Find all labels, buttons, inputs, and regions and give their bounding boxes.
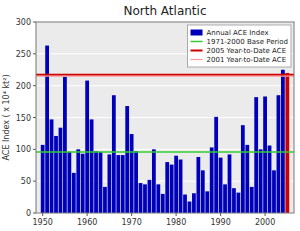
x-tick-label: 1960: [77, 218, 97, 227]
bar: [228, 154, 232, 213]
bar: [165, 162, 169, 213]
bar: [161, 194, 165, 213]
bar: [214, 117, 218, 213]
bar: [108, 154, 112, 213]
bar: [237, 193, 241, 213]
bar: [219, 158, 223, 213]
bar: [63, 77, 67, 213]
bar: [143, 184, 147, 213]
bar: [263, 96, 267, 213]
bar: [272, 170, 276, 213]
plot-background: [36, 22, 294, 213]
bar: [174, 156, 178, 213]
bar: [223, 184, 227, 213]
legend: Annual ACE Index1971-2000 Base Period200…: [188, 25, 291, 67]
bar: [112, 95, 116, 213]
legend-swatch: [191, 30, 203, 36]
bar: [41, 145, 45, 213]
x-tick-label: 1950: [32, 218, 52, 227]
bar: [254, 97, 258, 213]
bar: [170, 165, 174, 213]
bar: [285, 73, 289, 213]
reference-line: [36, 76, 294, 77]
bar: [72, 173, 76, 213]
bar: [281, 70, 285, 213]
bar: [205, 191, 209, 213]
y-tick-label: 300: [16, 18, 31, 27]
bar: [99, 152, 103, 213]
reference-line: [36, 151, 294, 153]
bar: [241, 125, 245, 213]
bar: [81, 154, 85, 213]
chart: 0 50 100 150 200 250 300 1950 1960 1970 1980 1990 20…: [0, 0, 300, 231]
bar: [259, 149, 263, 213]
bar: [134, 151, 138, 213]
bar: [196, 157, 200, 213]
bar: [179, 160, 183, 213]
bar: [232, 188, 236, 213]
bar: [121, 155, 125, 213]
bar: [59, 128, 63, 213]
y-tick-label: 200: [16, 82, 31, 91]
bar: [156, 184, 160, 213]
bar: [90, 119, 94, 213]
bar: [268, 146, 272, 213]
legend-label: Annual ACE Index: [207, 29, 269, 37]
bar: [116, 155, 120, 213]
bar: [139, 183, 143, 213]
legend-swatch: [191, 59, 203, 60]
bar: [130, 134, 134, 213]
bar: [125, 106, 129, 213]
legend-label: 2001 Year-to-Date ACE: [207, 56, 287, 64]
y-tick-label: 100: [16, 145, 31, 154]
bar: [250, 187, 254, 213]
plot-frame: [36, 22, 294, 213]
y-tick-label: 250: [16, 50, 31, 59]
bar: [85, 81, 89, 213]
legend-swatch: [191, 41, 203, 43]
bar: [210, 147, 214, 213]
bar: [148, 180, 152, 213]
legend-label: 1971-2000 Base Period: [207, 38, 288, 46]
bar: [54, 136, 58, 213]
x-tick-label: 1980: [166, 218, 186, 227]
reference-line: [36, 74, 294, 76]
title: North Atlantic: [123, 4, 206, 18]
x-tick-label: 1990: [210, 218, 230, 227]
x-tick-label: 1970: [121, 218, 141, 227]
bar: [277, 95, 281, 213]
grid-line: [36, 85, 294, 86]
bar: [76, 149, 80, 213]
bar: [152, 149, 156, 213]
bar: [103, 187, 107, 213]
y-axis-label: ACE Index ( x 10⁴ kt²): [2, 74, 11, 160]
y-tick-label: 50: [21, 177, 31, 186]
bar: [67, 152, 71, 213]
bar: [245, 145, 249, 213]
bar: [94, 151, 98, 213]
legend-swatch: [191, 50, 203, 52]
legend-box: [188, 25, 291, 67]
bar: [50, 119, 54, 213]
y-tick-label: 0: [26, 209, 31, 218]
y-tick-label: 150: [16, 114, 31, 123]
x-tick-label: 2000: [255, 218, 275, 227]
bar: [45, 46, 49, 213]
bar: [192, 193, 196, 213]
bar: [201, 170, 205, 213]
bar: [183, 195, 187, 213]
bar: [188, 202, 192, 213]
plot-marks: [36, 46, 294, 213]
legend-label: 2005 Year-to-Date ACE: [207, 47, 287, 55]
